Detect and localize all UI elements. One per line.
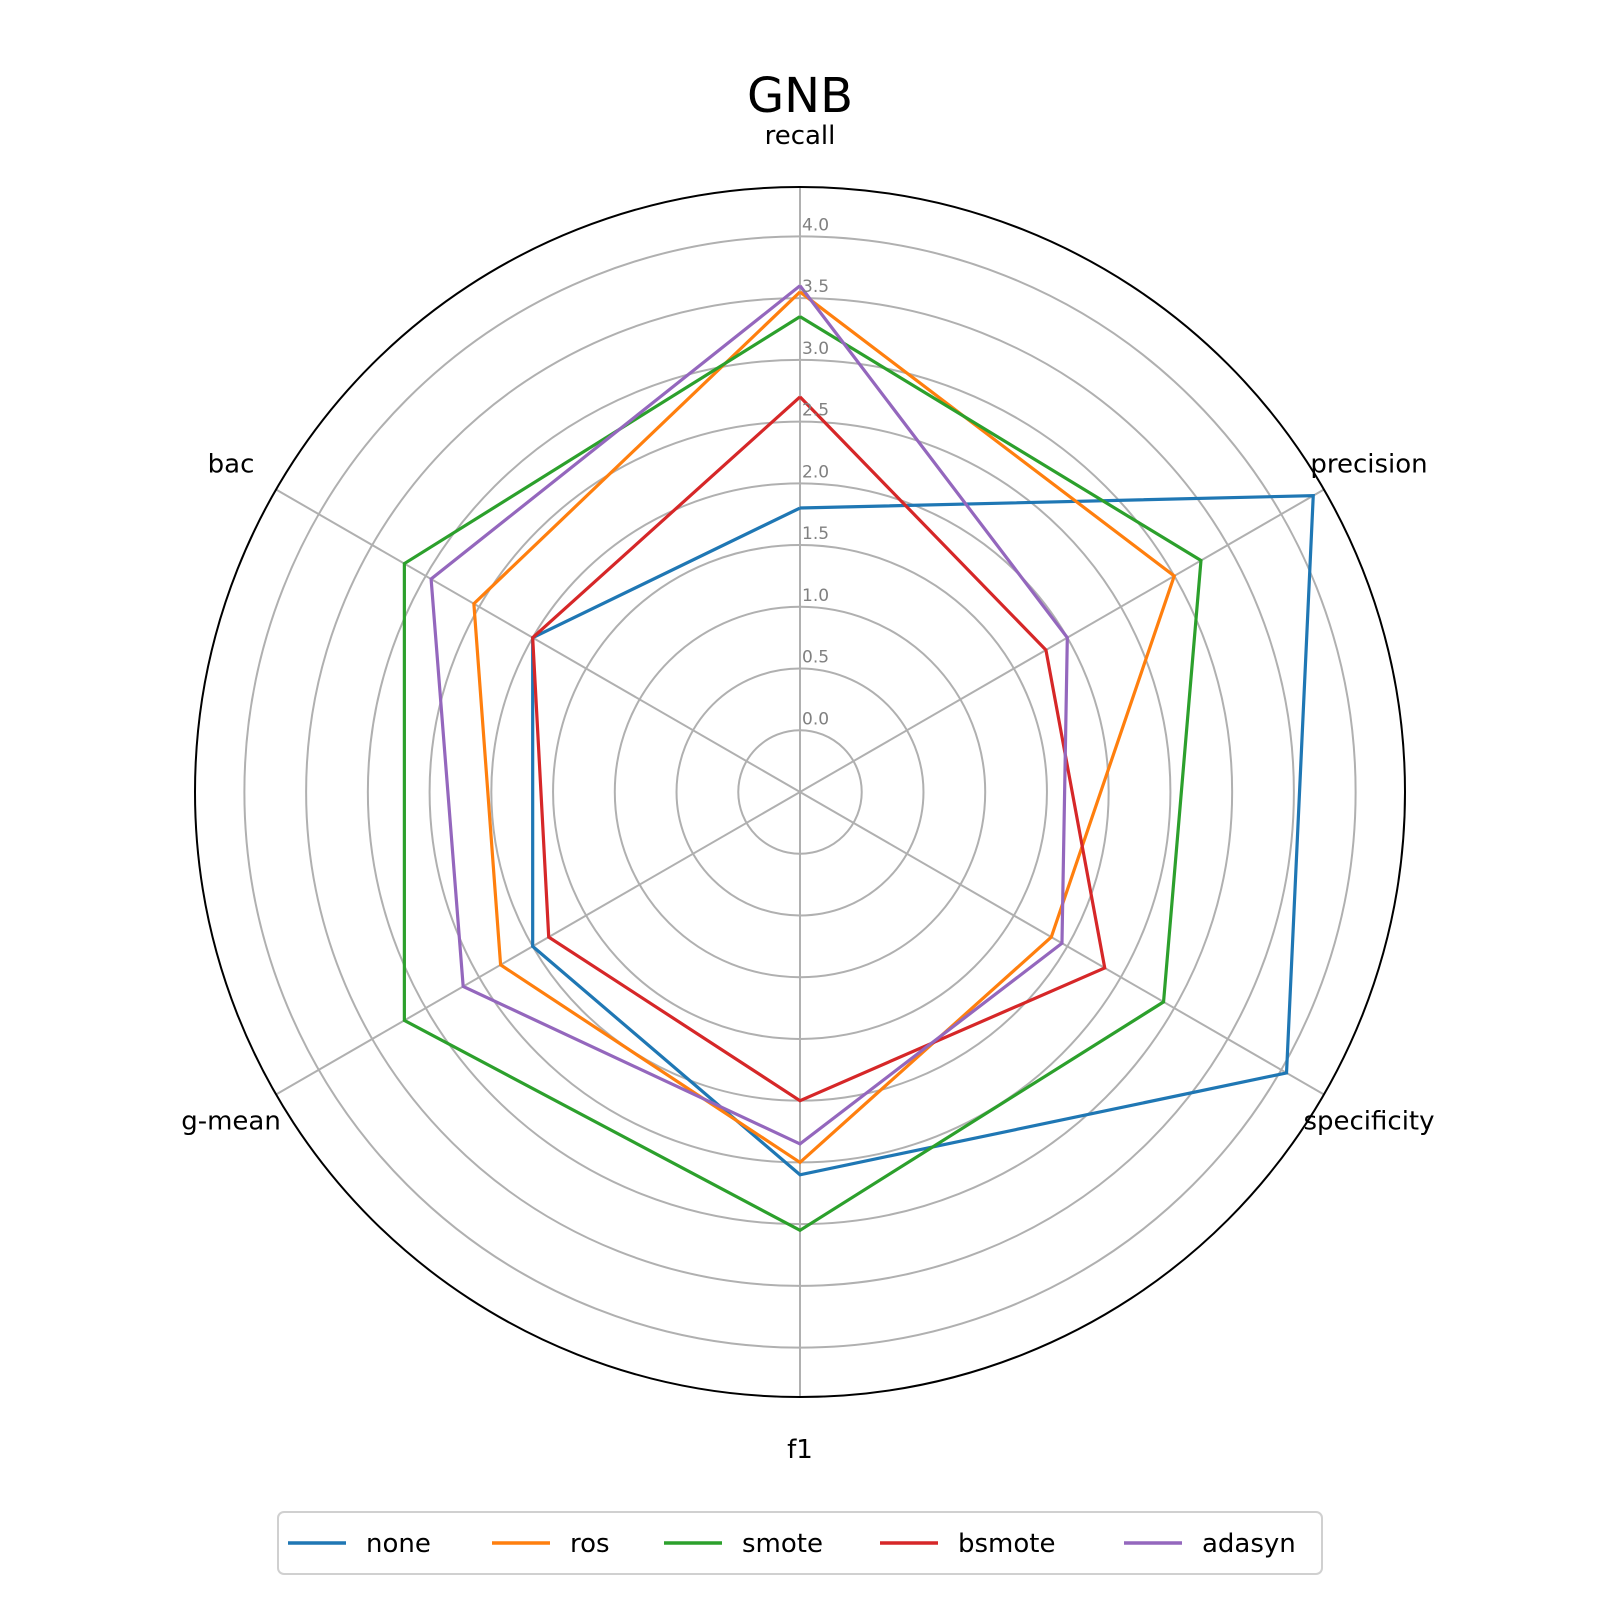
data-point-adasyn-precision <box>1066 637 1068 639</box>
axis-label-specificity: specificity <box>1303 1107 1434 1137</box>
spoke-g-mean <box>275 791 801 1096</box>
radial-tick-label: 3.5 <box>802 277 829 297</box>
radial-tick-label: 0.5 <box>802 648 829 668</box>
spoke-bac <box>275 488 801 793</box>
data-point-adasyn-specificity <box>1061 942 1063 944</box>
radial-tick-label: 1.0 <box>802 586 829 606</box>
data-point-smote-f1 <box>799 1229 801 1231</box>
data-point-ros-bac <box>473 603 475 605</box>
radial-tick-label: 3.0 <box>802 339 829 359</box>
data-point-ros-recall <box>799 291 801 293</box>
radial-tick-label: 0.0 <box>802 709 829 729</box>
series-line-smote <box>402 315 1203 1233</box>
radial-tick-label: 4.0 <box>802 215 829 235</box>
axis-label-precision: precision <box>1310 450 1427 480</box>
series-lines <box>402 284 1315 1233</box>
data-point-ros-g-mean <box>500 964 502 966</box>
radial-tick-label: 2.0 <box>802 462 829 482</box>
radial-tick-label: 2.5 <box>802 401 829 421</box>
radial-grid <box>194 186 1406 1398</box>
data-point-adasyn-recall <box>799 285 801 287</box>
data-point-none-f1 <box>799 1174 801 1176</box>
data-point-adasyn-f1 <box>799 1143 801 1145</box>
data-point-adasyn-g-mean <box>462 985 464 987</box>
legend-label-none: none <box>366 1529 431 1559</box>
data-point-smote-specificity <box>1163 1001 1165 1003</box>
data-point-ros-f1 <box>799 1161 801 1163</box>
legend: none ros smote bsmote adasyn <box>277 1511 1323 1575</box>
data-point-none-recall <box>799 507 801 509</box>
data-point-smote-bac <box>403 563 405 565</box>
data-point-none-specificity <box>1286 1072 1288 1074</box>
data-point-bsmote-precision <box>1045 649 1047 651</box>
radial-tick-labels: 0.0 0.5 1.0 1.5 2.0 2.5 3.0 3.5 4.0 <box>802 215 829 729</box>
legend-label-bsmote: bsmote <box>958 1529 1055 1559</box>
data-point-ros-precision <box>1173 575 1175 577</box>
data-point-bsmote-bac <box>532 637 534 639</box>
data-point-smote-g-mean <box>403 1019 405 1021</box>
data-point-bsmote-recall <box>799 396 801 398</box>
radial-tick-label: 1.5 <box>802 524 829 544</box>
data-point-adasyn-bac <box>430 578 432 580</box>
legend-label-ros: ros <box>570 1529 610 1559</box>
data-point-none-g-mean <box>532 945 534 947</box>
series-line-adasyn <box>429 284 1069 1146</box>
legend-label-adasyn: adasyn <box>1202 1529 1296 1559</box>
data-point-ros-specificity <box>1050 936 1052 938</box>
legend-label-smote: smote <box>742 1529 823 1559</box>
axis-label-bac: bac <box>208 450 255 480</box>
data-point-smote-recall <box>799 316 801 318</box>
data-point-bsmote-f1 <box>799 1100 801 1102</box>
chart-title: GNB <box>747 68 853 124</box>
legend-frame <box>277 1511 1323 1575</box>
axis-label-f1: f1 <box>787 1435 813 1465</box>
polar-frame <box>194 186 1406 1398</box>
axis-label-g-mean: g-mean <box>181 1107 281 1137</box>
data-point-none-precision <box>1312 495 1314 497</box>
axis-label-recall: recall <box>765 121 836 151</box>
data-point-bsmote-g-mean <box>548 936 550 938</box>
spoke-precision <box>799 488 1325 793</box>
axis-labels: recall precision specificity f1 g-mean bac <box>181 121 1434 1465</box>
data-point-bsmote-specificity <box>1104 967 1106 969</box>
data-point-smote-precision <box>1200 559 1202 561</box>
